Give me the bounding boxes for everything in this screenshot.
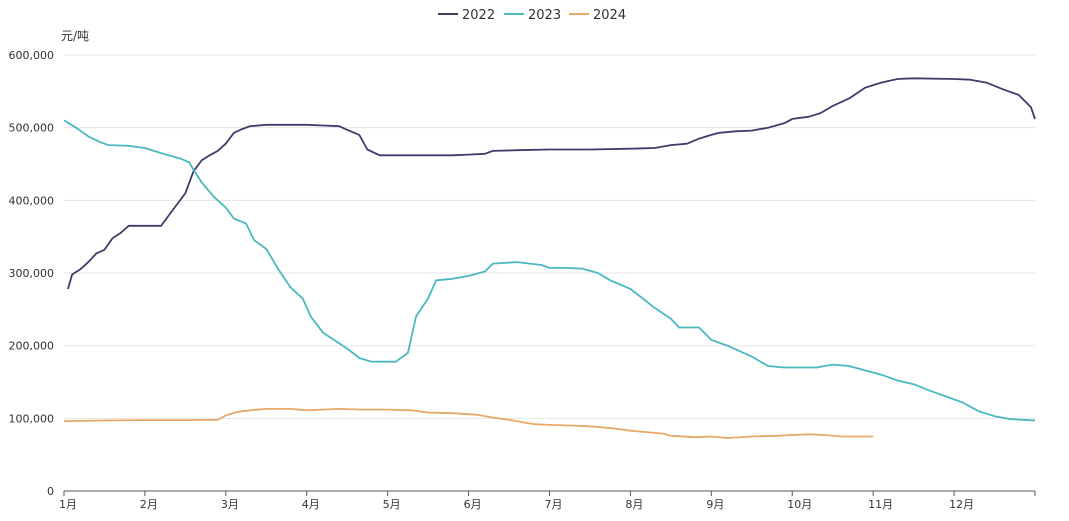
y-tick-label: 0	[47, 485, 54, 498]
y-tick-label: 500,000	[9, 122, 55, 135]
axes: 0 100,000 200,000 300,000 400,000 500,000 600,…	[9, 49, 1036, 511]
y-tick-label: 400,000	[9, 194, 55, 207]
y-tick-label: 100,000	[9, 412, 55, 425]
x-tick-label: 3月	[221, 498, 239, 511]
x-tick-label: 2月	[140, 498, 158, 511]
y-axis-unit-label: 元/吨	[61, 29, 89, 43]
series-lines	[63, 77, 1036, 439]
y-tick-label: 600,000	[9, 49, 55, 62]
x-tick-label: 4月	[302, 498, 320, 511]
x-tick-label: 8月	[625, 498, 643, 511]
x-tick-label: 7月	[545, 498, 563, 511]
series-line-2023	[63, 119, 1036, 422]
x-tick-label: 1月	[59, 498, 77, 511]
x-tick-label: 5月	[383, 498, 401, 511]
legend-label-2023: 2023	[528, 8, 561, 23]
series-line-2022	[67, 77, 1036, 290]
y-tick-label: 200,000	[9, 340, 55, 353]
legend-label-2024: 2024	[593, 8, 626, 23]
legend: 2022 2023 2024	[438, 8, 626, 23]
y-tick-label: 300,000	[9, 267, 55, 280]
x-tick-label: 11月	[868, 498, 893, 511]
legend-label-2022: 2022	[462, 8, 495, 23]
x-tick-label: 6月	[464, 498, 482, 511]
x-tick-label: 10月	[787, 498, 812, 511]
grid-lines	[64, 54, 1035, 419]
series-line-2024	[63, 408, 874, 439]
x-tick-label: 9月	[706, 498, 724, 511]
x-tick-label: 12月	[949, 498, 974, 511]
